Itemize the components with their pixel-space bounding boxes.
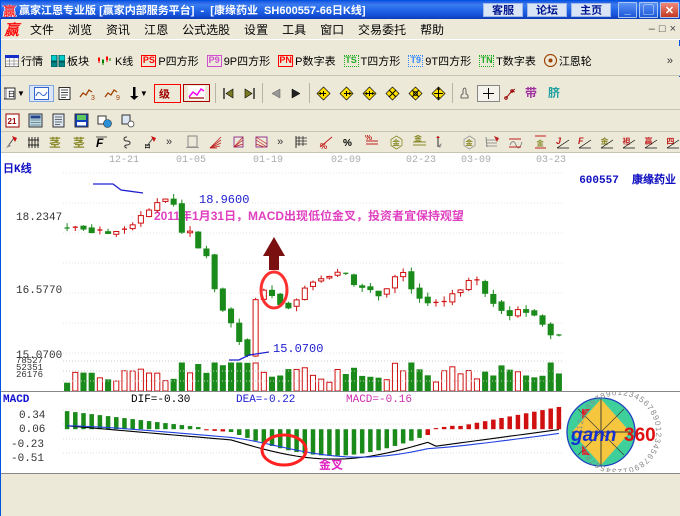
svg-text:9: 9 xyxy=(116,95,120,100)
svg-text:J: J xyxy=(556,136,562,146)
svg-text:茎: 茎 xyxy=(73,136,85,150)
svg-text:3: 3 xyxy=(91,95,95,100)
svg-text:级: 级 xyxy=(159,88,170,101)
svg-text:%: % xyxy=(320,142,327,150)
svg-text:袒: 袒 xyxy=(623,137,631,146)
svg-text:21: 21 xyxy=(8,117,17,126)
svg-text:360: 360 xyxy=(624,425,656,446)
svg-text:日: 日 xyxy=(8,90,16,99)
svg-text:金: 金 xyxy=(537,139,545,148)
svg-text:赢: 赢 xyxy=(645,137,653,146)
svg-text:金: 金 xyxy=(393,138,401,147)
svg-text:四: 四 xyxy=(667,137,675,146)
svg-text:茎: 茎 xyxy=(49,136,61,150)
svg-text:%: % xyxy=(365,135,372,142)
svg-text:金: 金 xyxy=(413,135,422,143)
svg-text:带: 带 xyxy=(525,86,537,100)
svg-text:F: F xyxy=(578,136,584,146)
svg-text:%: % xyxy=(343,138,352,149)
svg-text:F: F xyxy=(96,136,104,150)
svg-text:脐: 脐 xyxy=(548,86,560,100)
svg-text:金: 金 xyxy=(600,137,609,146)
svg-text:金: 金 xyxy=(466,138,474,147)
